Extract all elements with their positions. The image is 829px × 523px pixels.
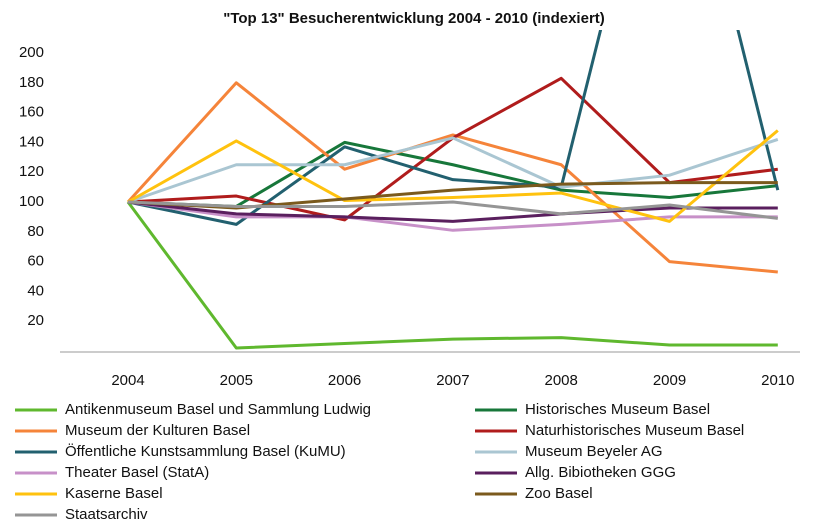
y-tick-label: 60	[27, 253, 44, 270]
legend-label: Theater Basel (StatA)	[65, 464, 209, 481]
series-line	[127, 30, 780, 226]
series-line	[127, 200, 778, 223]
series-line	[126, 81, 778, 274]
legend-label: Naturhistorisches Museum Basel	[525, 422, 744, 439]
y-tick-label: 140	[19, 133, 44, 150]
y-tick-label: 120	[19, 163, 44, 180]
legend-label: Öffentliche Kunstsammlung Basel (KuMU)	[65, 442, 346, 460]
y-tick-label: 160	[19, 104, 44, 121]
x-tick-label: 2008	[545, 372, 578, 389]
legend-label: Museum der Kulturen Basel	[65, 422, 250, 439]
x-tick-label: 2005	[220, 372, 253, 389]
series-line	[127, 200, 778, 220]
y-tick-label: 20	[27, 312, 44, 329]
legend-label: Museum Beyeler AG	[525, 443, 663, 460]
chart-title: "Top 13" Besucherentwicklung 2004 - 2010…	[223, 10, 605, 27]
x-tick-label: 2010	[761, 372, 794, 389]
y-tick-label: 200	[19, 44, 44, 61]
legend-label: Zoo Basel	[525, 485, 593, 502]
x-tick-label: 2007	[436, 372, 469, 389]
y-tick-label: 100	[19, 193, 44, 210]
x-tick-label: 2004	[111, 372, 144, 389]
series-line	[127, 200, 778, 232]
series-line	[127, 136, 779, 204]
legend-label: Staatsarchiv	[65, 506, 148, 523]
legend-label: Antikenmuseum Basel und Sammlung Ludwig	[65, 401, 371, 418]
series-line	[126, 201, 778, 350]
legend-label: Kaserne Basel	[65, 485, 163, 502]
x-tick-label: 2009	[653, 372, 686, 389]
y-tick-label: 80	[27, 223, 44, 240]
plot-area	[126, 30, 780, 350]
series-line	[127, 129, 779, 223]
y-tick-label: 180	[19, 74, 44, 91]
y-tick-label: 40	[27, 282, 44, 299]
legend-label: Historisches Museum Basel	[525, 401, 710, 418]
x-tick-label: 2006	[328, 372, 361, 389]
legend-label: Allg. Bibiotheken GGG	[525, 464, 676, 481]
